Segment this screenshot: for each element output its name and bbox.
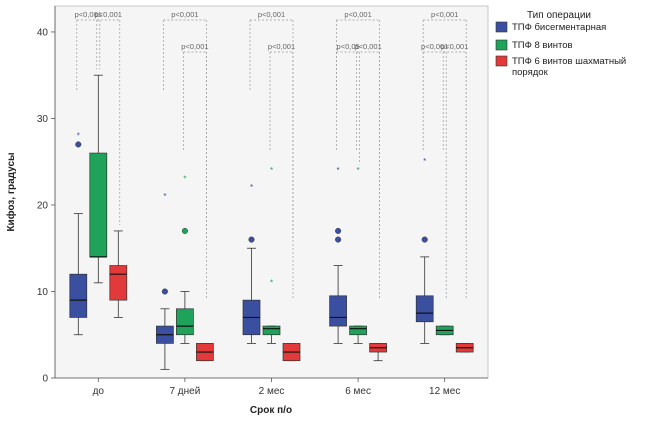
box-group	[369, 342, 387, 362]
p-value-label: p<0,001	[95, 10, 122, 19]
p-value-label: p<0,001	[431, 10, 458, 19]
x-tick-label: до	[93, 386, 105, 397]
plot-area-background	[54, 5, 489, 379]
legend-swatch	[495, 55, 508, 67]
x-tick-label: 12 мес	[429, 386, 460, 397]
legend-label: ТПФ 6 винтов шахматный порядок	[512, 56, 626, 78]
extreme-marker: *	[423, 157, 426, 166]
box-group	[282, 342, 301, 362]
extreme-marker: *	[337, 166, 340, 175]
y-tick-label: 40	[37, 27, 49, 38]
box-group: *	[349, 166, 367, 344]
box-group: *	[242, 183, 261, 344]
p-value-label: p<0,001	[258, 10, 285, 19]
extreme-marker: *	[270, 278, 273, 287]
y-tick-label: 30	[37, 114, 49, 125]
outlier-point	[161, 288, 168, 295]
box-iqr	[109, 265, 128, 301]
extreme-marker: *	[250, 183, 253, 192]
legend: Тип операции ТПФ бисегментарная ТПФ 8 вин…	[495, 10, 626, 78]
legend-label: ТПФ 8 винтов	[512, 40, 573, 51]
p-value-label: p<0,001	[75, 10, 102, 19]
significance-bracket: p<0,001	[75, 10, 102, 90]
extreme-marker: *	[270, 166, 273, 175]
box-iqr	[69, 273, 88, 318]
p-value-label: p<0,001	[268, 42, 295, 51]
y-tick-label: 20	[37, 200, 49, 211]
box-group	[89, 74, 108, 284]
significance-bracket: p<0,001	[181, 42, 209, 300]
significance-bracket: p<0,001	[268, 42, 295, 300]
box-iqr	[262, 325, 281, 336]
x-tick-label: 2 мес	[259, 386, 285, 397]
legend-swatch	[495, 21, 508, 33]
x-axis-title: Срок п/о	[250, 405, 292, 416]
p-value-label: p<0,001	[421, 42, 448, 51]
box-group	[196, 342, 214, 362]
box-group	[435, 325, 454, 336]
p-value-label: p<0,001	[181, 42, 208, 51]
significance-bracket: p<0,001	[95, 10, 122, 225]
extreme-marker: *	[357, 166, 360, 175]
legend-swatch	[495, 39, 508, 51]
box-group: *	[156, 192, 174, 370]
outlier-point	[75, 141, 82, 148]
p-value-label: p<0,001	[354, 42, 381, 51]
extreme-marker: *	[163, 192, 166, 201]
outlier-point	[248, 236, 255, 243]
p-value-label: p<0,05	[337, 42, 360, 51]
legend-label: ТПФ бисегментарная	[512, 22, 606, 33]
x-tick-label: 6 мес	[345, 386, 371, 397]
box-group: *	[176, 175, 194, 344]
outlier-point	[335, 227, 342, 234]
significance-bracket: p<0,05	[336, 42, 360, 165]
significance-bracket: p<0,001	[421, 42, 448, 300]
x-tick-label: 7 дней	[169, 386, 200, 397]
significance-bracket: p<0,001	[354, 42, 382, 300]
y-axis-title: Кифоз, градусы	[5, 152, 17, 231]
y-tick-label: 10	[37, 287, 49, 298]
box-iqr	[415, 295, 434, 323]
box-group: *	[329, 166, 347, 344]
extreme-marker: *	[77, 131, 80, 140]
significance-bracket: p<0,001	[441, 42, 468, 300]
legend-title: Тип операции	[527, 10, 591, 21]
box-iqr	[176, 308, 194, 336]
p-value-label: p<0,001	[344, 10, 371, 19]
box-iqr	[89, 152, 108, 258]
box-iqr	[329, 295, 347, 327]
box-group	[109, 230, 128, 318]
box-group: **	[262, 166, 281, 344]
outlier-point	[421, 236, 428, 243]
box-iqr	[349, 325, 367, 336]
extreme-marker: *	[183, 175, 186, 184]
y-tick-label: 0	[42, 374, 48, 385]
p-value-label: p<0,001	[171, 10, 198, 19]
box-group	[455, 342, 474, 353]
p-value-label: p<0,001	[441, 42, 468, 51]
box-group: *	[415, 157, 434, 344]
box-group: *	[69, 131, 88, 336]
outlier-point	[181, 227, 188, 234]
outlier-point	[335, 236, 342, 243]
